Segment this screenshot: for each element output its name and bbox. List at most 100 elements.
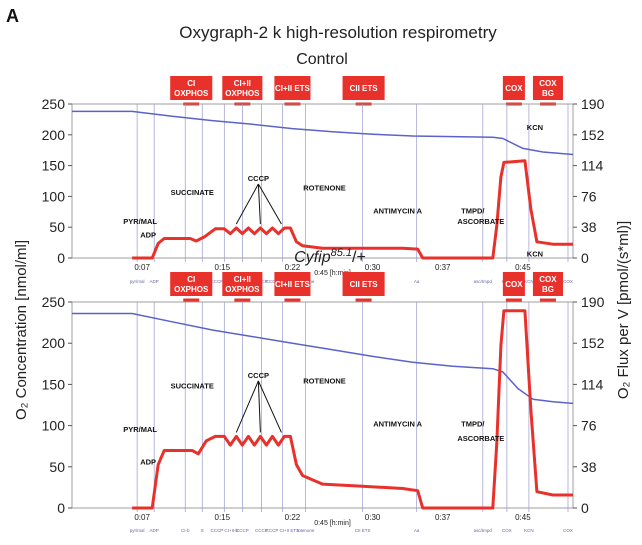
event-marker-label: rotenone [297, 528, 315, 533]
state-box [274, 76, 311, 100]
x-tick-label: 0:30 [365, 263, 381, 272]
state-label: CII ETS [350, 84, 379, 93]
cccp-arrow [257, 380, 261, 433]
event-marker-label: CI-b [181, 528, 190, 533]
state-box [222, 76, 263, 100]
figure-title: Oxygraph-2 k high-resolution respirometr… [179, 23, 497, 42]
cccp-arrow [235, 183, 259, 225]
state-label: CI+II ETS [275, 280, 311, 289]
state-label: CI+II ETS [275, 84, 311, 93]
left-tick-label: 250 [42, 96, 66, 112]
right-tick-label: 38 [581, 219, 597, 235]
right-tick-label: 152 [581, 127, 605, 143]
right-tick-label: 114 [581, 158, 604, 174]
left-tick-label: 200 [42, 127, 66, 143]
event-marker-label: COX [563, 279, 573, 284]
left-tick-label: 250 [42, 294, 66, 310]
event-marker-label: pyr/mal [130, 279, 145, 284]
state-label: CI [187, 275, 195, 284]
x-tick-label: 0:15 [215, 513, 231, 522]
event-marker-label: CCCP [255, 528, 268, 533]
left-tick-label: 100 [42, 418, 66, 434]
state-label: OXPHOS [174, 285, 209, 294]
x-tick-label: 0:37 [435, 513, 451, 522]
x-tick-label: 0:30 [365, 513, 381, 522]
left-axis-label: O₂ Concentration [nmol/ml] [13, 240, 30, 420]
event-marker-label: ADP [150, 528, 159, 533]
left-tick-label: 100 [42, 188, 66, 204]
annotation-label: ROTENONE [303, 184, 346, 193]
state-label: OXPHOS [174, 89, 209, 98]
state-box [502, 272, 525, 296]
plot-frame [71, 103, 574, 259]
left-tick-label: 200 [42, 335, 66, 351]
right-tick-label: 76 [581, 418, 597, 434]
cccp-arrow [235, 380, 259, 433]
panel-subtitle: Control [296, 51, 348, 68]
annotation-label: ROTENONE [303, 376, 346, 385]
state-label: OXPHOS [225, 285, 260, 294]
time-unit-label: 0:45 [h:min] [314, 520, 351, 527]
right-tick-label: 38 [581, 459, 597, 475]
state-box [532, 76, 563, 100]
annotation-label: ANTIMYCIN A [373, 206, 422, 215]
right-tick-label: 114 [581, 376, 604, 392]
state-label: COX [539, 275, 557, 284]
x-tick-label: 0:22 [285, 263, 301, 272]
flux-series-line [132, 159, 573, 260]
state-label: COX [505, 84, 523, 93]
event-marker-label: asc/tmpd [474, 279, 493, 284]
right-tick-label: 152 [581, 335, 605, 351]
annotation-label: ANTIMYCIN A [373, 420, 422, 429]
event-marker-label: Aa [414, 279, 420, 284]
state-box [274, 272, 311, 296]
annotation-label: KCN [527, 123, 543, 132]
left-tick-label: 0 [57, 250, 65, 266]
event-marker-label: KCN [524, 279, 534, 284]
state-box [170, 76, 213, 100]
flux-series-line [132, 309, 573, 510]
x-tick-label: 0:07 [134, 513, 150, 522]
state-label: OXPHOS [225, 89, 260, 98]
state-box [222, 272, 263, 296]
state-box [532, 272, 563, 296]
left-tick-label: 150 [42, 158, 66, 174]
left-tick-label: 50 [49, 219, 65, 235]
annotation-label: PYR/MAL [123, 425, 157, 434]
plot-frame [71, 301, 574, 509]
annotation-label: SUCCINATE [171, 188, 214, 197]
annotation-label: ADP [140, 458, 156, 467]
state-label: BG [542, 89, 554, 98]
annotation-label: PYR/MAL [123, 217, 157, 226]
state-label: CII ETS [350, 280, 379, 289]
event-marker-label: pyr/mal [130, 528, 145, 533]
annotation-label: ASCORBATE [457, 217, 504, 226]
left-tick-label: 150 [42, 376, 66, 392]
state-label: CI [187, 79, 195, 88]
annotation-label: SUCCINATE [171, 382, 214, 391]
event-marker-label: asc/tmpd [474, 528, 493, 533]
state-box [502, 76, 525, 100]
right-tick-label: 0 [581, 500, 589, 516]
right-tick-label: 76 [581, 188, 597, 204]
annotation-label: CCCP [248, 174, 269, 183]
event-marker-label: COX [502, 528, 512, 533]
event-marker-label: KCN [524, 528, 534, 533]
x-tick-label: 0:15 [215, 263, 231, 272]
annotation-label: ADP [140, 231, 156, 240]
cccp-arrow [257, 183, 282, 225]
state-box [342, 272, 385, 296]
cccp-arrow [257, 380, 282, 433]
concentration-series-line [72, 312, 574, 405]
right-axis-label: O₂ Flux per V [pmol/(s*ml)] [615, 221, 632, 399]
state-label: CI+II [234, 79, 251, 88]
x-tick-label: 0:45 [515, 513, 531, 522]
time-unit-label: 0:45 [h:min] [314, 270, 351, 277]
x-tick-label: 0:07 [134, 263, 150, 272]
right-tick-label: 0 [581, 250, 589, 266]
event-marker-label: CII ETS [355, 528, 371, 533]
annotation-label: CCCP [248, 371, 269, 380]
event-marker-label: CCCP [236, 528, 249, 533]
